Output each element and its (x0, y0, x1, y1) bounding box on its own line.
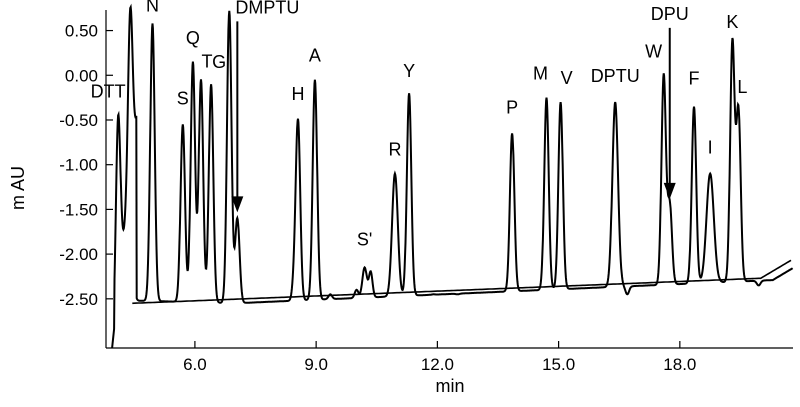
x-tick-label: 9.0 (304, 355, 328, 374)
y-tick-label: -2.50 (59, 290, 98, 309)
peak-label: DPTU (591, 66, 640, 86)
y-axis-title: m AU (8, 166, 28, 210)
peak-label: S (177, 88, 189, 108)
peak-label: F (688, 69, 699, 89)
chromatogram-trace (111, 3, 794, 349)
peak-label: A (309, 46, 321, 66)
baseline-trace (132, 259, 792, 305)
peak-label: V (561, 68, 573, 88)
y-tick-label: 0.00 (65, 66, 98, 85)
axes (105, 10, 793, 349)
y-tick-label: -2.00 (59, 245, 98, 264)
peak-label: K (726, 12, 738, 32)
y-tick-label: -1.00 (59, 156, 98, 175)
peak-arrowhead (663, 182, 676, 199)
y-axis-ticks: 0.50 0.00 -0.50 -1.00 -1.50 -2.00 -2.50 (59, 22, 113, 309)
peak-label: G (212, 52, 226, 72)
peak-label: I (708, 138, 713, 158)
y-tick-label: -1.50 (59, 200, 98, 219)
peak-arrowhead (231, 196, 244, 213)
peak-label: L (737, 77, 747, 97)
x-tick-label: 12.0 (421, 355, 454, 374)
peak-label: Q (186, 28, 200, 48)
x-axis-title: min (435, 376, 464, 396)
peak-label: N (146, 0, 159, 15)
peak-label: S' (357, 230, 372, 250)
peak-label: T (201, 52, 212, 72)
peak-label: Y (403, 61, 415, 81)
x-axis-ticks: 6.0 9.0 12.0 15.0 18.0 (183, 341, 696, 374)
peak-label: W (645, 41, 662, 61)
x-tick-label: 6.0 (183, 355, 207, 374)
y-tick-label: -0.50 (59, 111, 98, 130)
peak-label: R (388, 140, 401, 160)
x-tick-label: 15.0 (542, 355, 575, 374)
peak-label: M (533, 64, 548, 84)
peak-label: DTT (91, 82, 126, 102)
peak-label: H (291, 84, 304, 104)
peak-label: DPU (651, 4, 689, 24)
chromatogram-trace-group (111, 3, 794, 349)
y-tick-label: 0.50 (65, 22, 98, 41)
peak-label: P (506, 97, 518, 117)
peak-label: DMPTU (235, 0, 299, 17)
x-tick-label: 18.0 (663, 355, 696, 374)
